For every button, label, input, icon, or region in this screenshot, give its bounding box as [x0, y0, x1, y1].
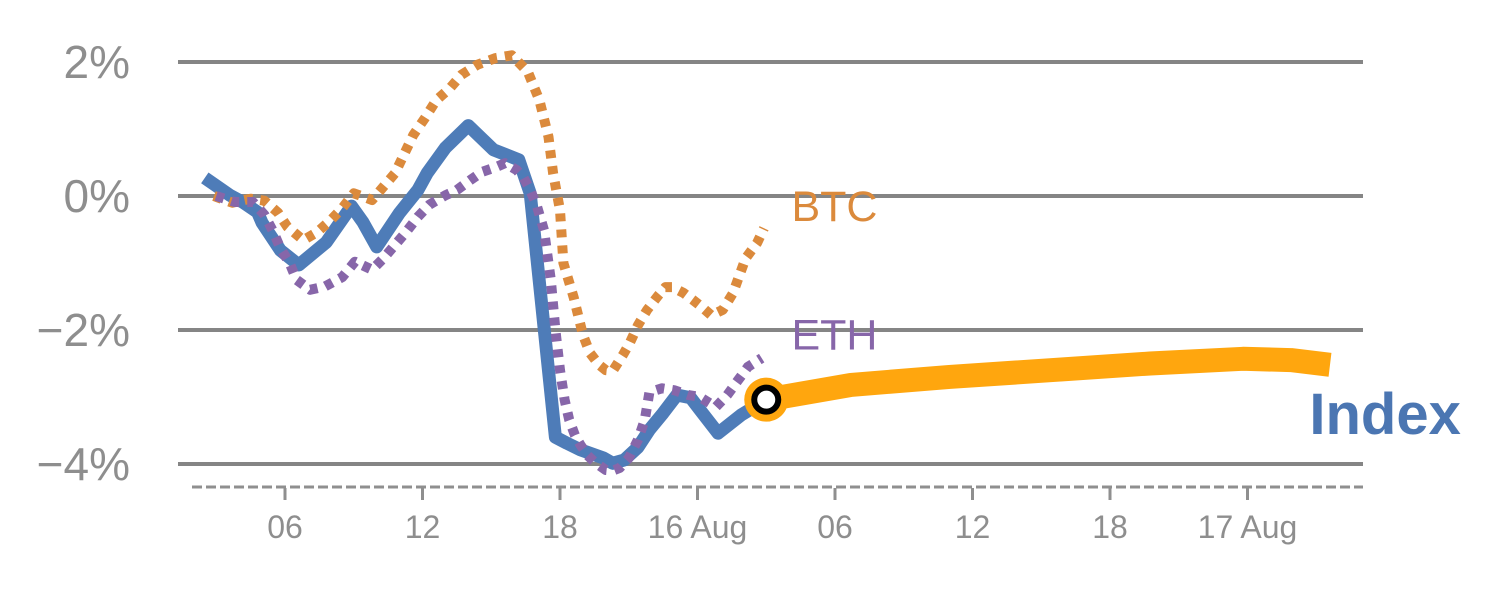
x-axis-tick-label: 18: [542, 509, 578, 545]
x-axis-tick-label: 06: [817, 509, 853, 545]
series-path-index-projection: [764, 346, 1332, 412]
x-axis-tick-label: 18: [1092, 509, 1128, 545]
y-axis-tick-label: −4%: [37, 438, 130, 490]
y-axis-tick-label: 0%: [64, 170, 130, 222]
current-value-marker: [751, 384, 782, 415]
series-path-index: [201, 119, 770, 470]
x-axis-tick-label: 12: [955, 509, 991, 545]
x-axis-tick-label: 16 Aug: [648, 509, 748, 545]
y-axis-tick-label: −2%: [37, 304, 130, 356]
series-path-eth: [214, 158, 765, 476]
series-label-eth: ETH: [791, 312, 877, 360]
y-axis-tick-label: 2%: [64, 36, 130, 88]
series-label-index: Index: [1309, 382, 1461, 447]
series-label-btc: BTC: [791, 183, 877, 231]
x-axis-tick-label: 17 Aug: [1198, 509, 1298, 545]
series-path-btc: [212, 50, 769, 376]
x-axis-tick-label: 06: [267, 509, 303, 545]
x-axis-tick-label: 12: [405, 509, 441, 545]
